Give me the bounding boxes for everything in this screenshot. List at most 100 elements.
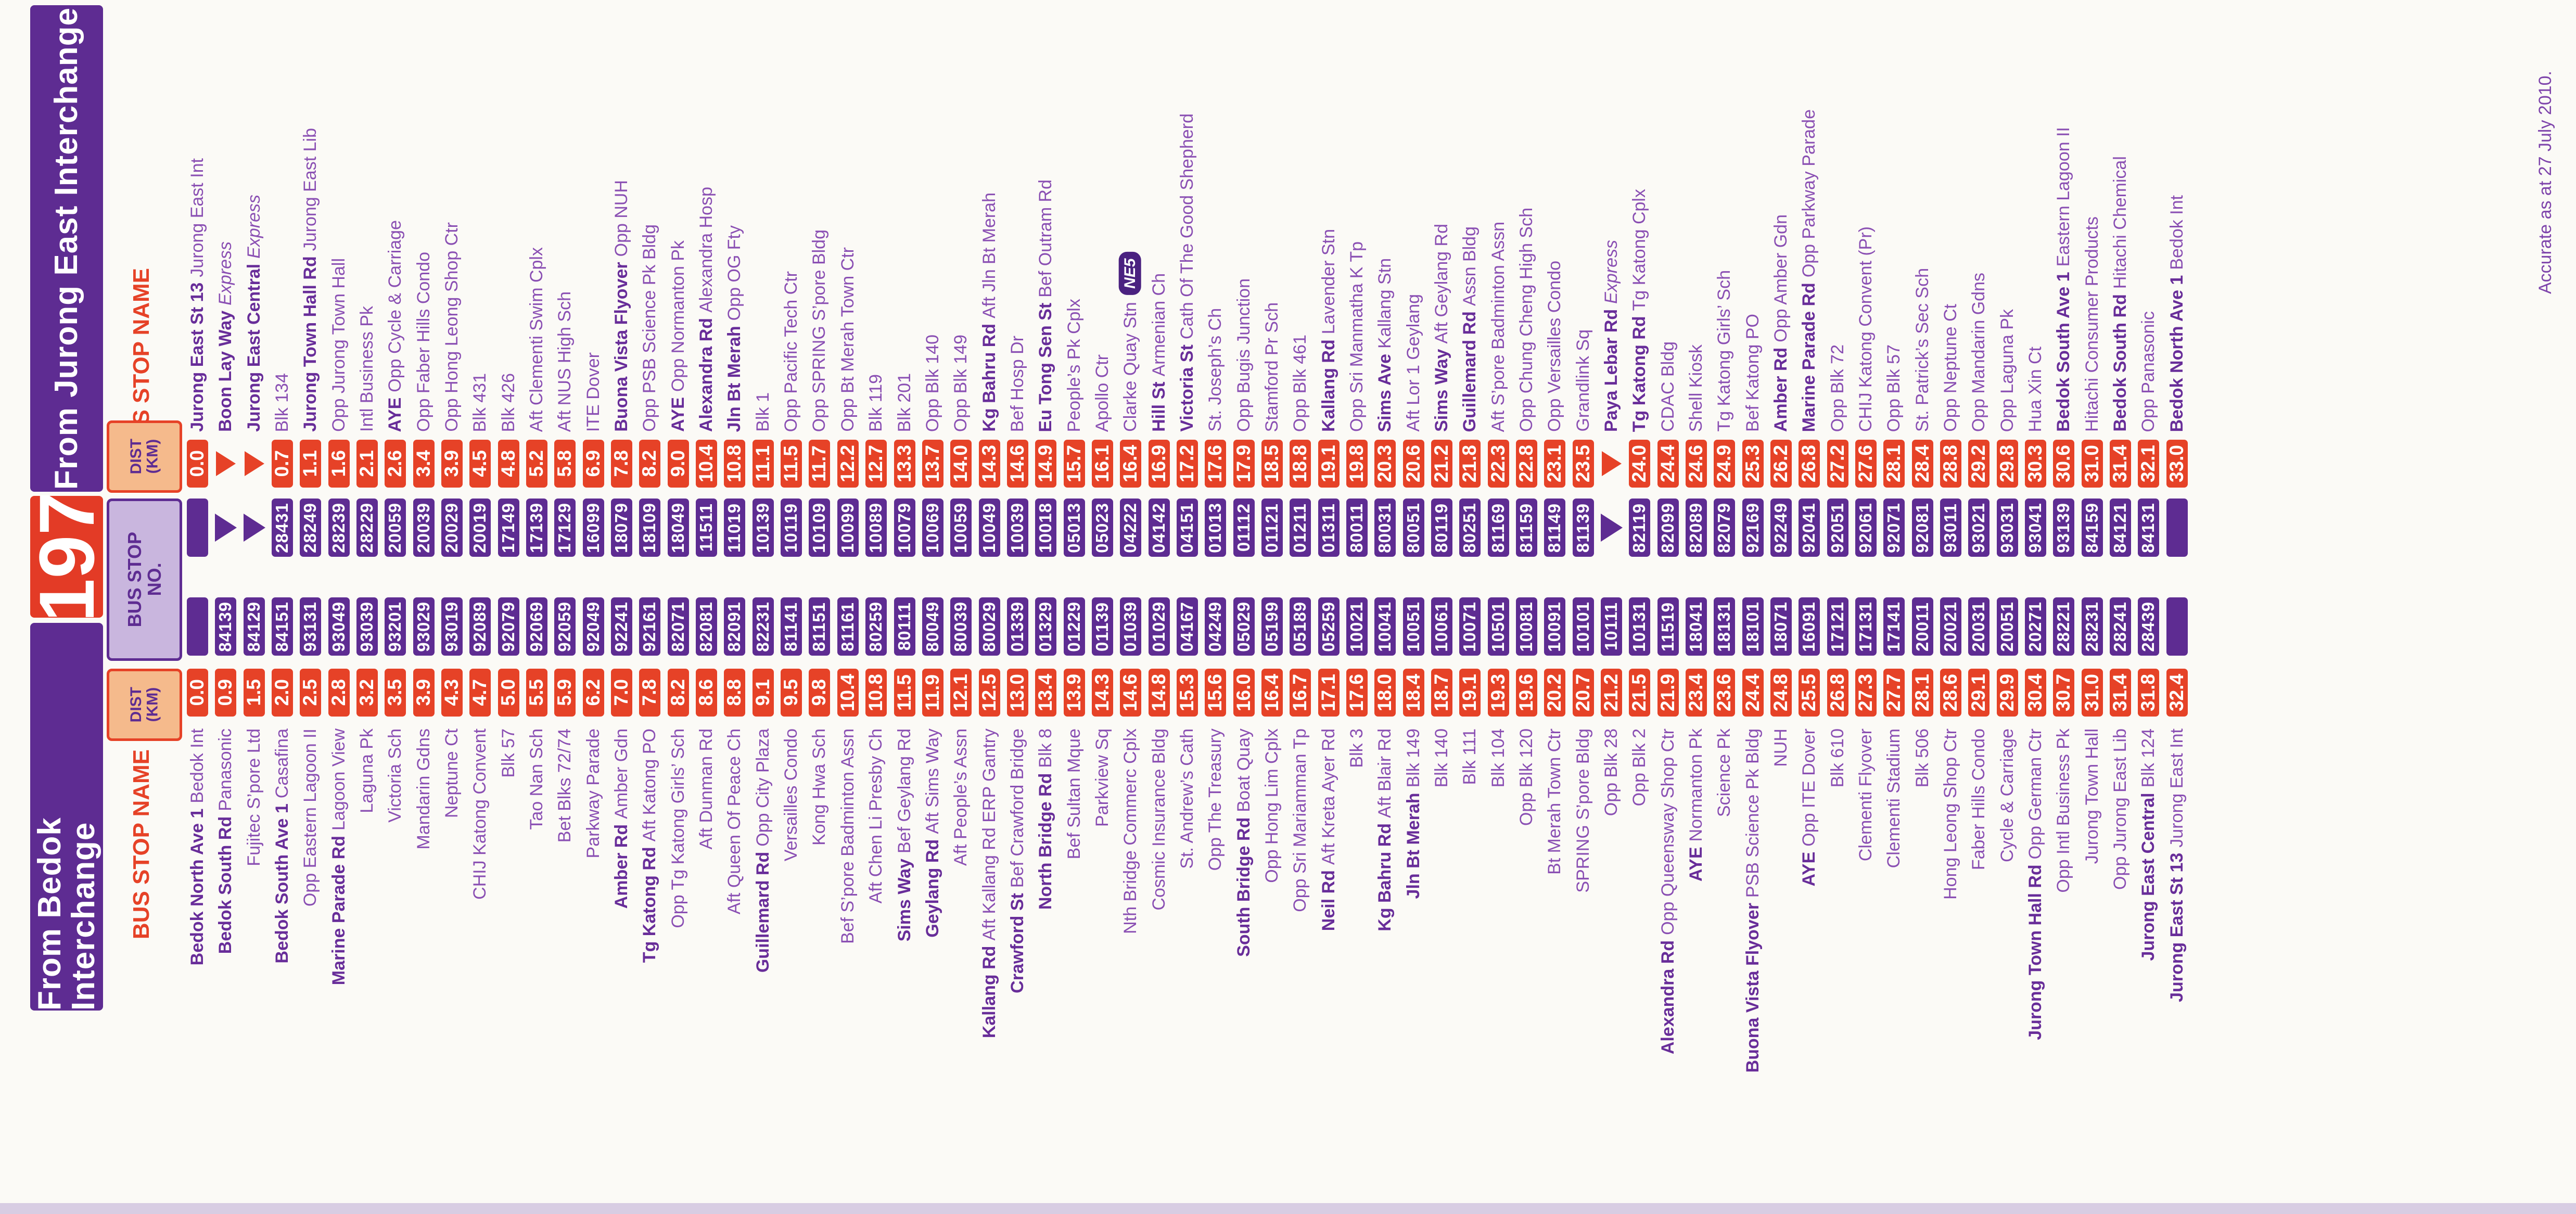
code-cell: 17149 [494, 499, 523, 557]
bus-stop-code-chip: 20019 [469, 499, 491, 557]
bus-stop-name-bed: Guillemard Rd Opp City Plaza [749, 729, 777, 1186]
distance-chip: 23.4 [1685, 669, 1707, 717]
bus-stop-code-chip: 10119 [781, 499, 802, 557]
bus-stop-name-bed: Fujitec S’pore Ltd [240, 729, 269, 1186]
distance-value: 19.1 [1459, 673, 1481, 711]
code-cell: 82119 [1625, 499, 1654, 557]
stop-name: Fujitec S’pore Ltd [244, 729, 264, 866]
code-cell: 10061 [1427, 597, 1456, 656]
distance-value: 17.2 [1176, 444, 1198, 482]
bus-stop-code-chip: 10091 [1544, 597, 1565, 656]
code-cell: 93019 [438, 597, 466, 656]
code-cell: 92049 [579, 597, 608, 656]
stop-column: Sims Way Aft Geylang Rd 21.2 80119 10061 18.7… [1427, 0, 1456, 1214]
stop-name: Opp Blk 461 [1290, 334, 1310, 432]
code-cell: 18079 [607, 499, 636, 557]
bus-stop-name-bed: Opp Intl Business Pk [2049, 729, 2078, 1186]
distance-chip: 6.2 [582, 669, 604, 717]
stop-name: Blk 1 [753, 392, 773, 432]
distance-chip: 28.8 [1940, 440, 1961, 488]
road-name: Bedok South Ave 1 [272, 803, 292, 964]
distance-chip: 10.4 [837, 669, 859, 717]
distance-chip: 14.6 [1006, 440, 1028, 488]
distance-value: 0.0 [186, 679, 208, 706]
bus-stop-code-chip: 81149 [1544, 499, 1565, 557]
bus-stop-name-bed: AYE Normanton Pk [1682, 729, 1711, 1186]
code-cell: 84159 [2078, 499, 2107, 557]
bus-stop-name-bed: NUH [1767, 729, 1795, 1186]
code-cell: 82071 [664, 597, 693, 656]
stop-name: Opp City Plaza [753, 729, 773, 847]
bus-stop-code: 01121 [1262, 503, 1282, 553]
bus-stop-code-chip: 18109 [639, 499, 660, 557]
stop-column: Tg Katong Rd Tg Katong Cplx 24.0 82119 10131… [1625, 0, 1654, 1214]
bus-stop-name-bed: Neil Rd Aft Kreta Ayer Rd [1315, 729, 1343, 1186]
code-cell: 18071 [1767, 597, 1795, 656]
dist-cell: 26.8 [1795, 440, 1823, 488]
bus-stop-code-chip: 10101 [1573, 597, 1594, 656]
stop-column: Alexandra Rd Alexandra Hosp 10.4 11511 82081… [692, 0, 721, 1214]
bus-stop-name-bed: Victoria Sch [381, 729, 410, 1186]
bus-stop-code-chip: 82119 [1629, 499, 1650, 557]
bus-stop-code-chip: 10051 [1403, 597, 1424, 656]
code-cell: 20051 [1993, 597, 2022, 656]
distance-value: 16.1 [1091, 444, 1113, 482]
header-bus-stop-name-bottom: BUS STOP NAME [107, 749, 177, 1041]
distance-value: 8.8 [723, 679, 745, 706]
bus-stop-name-bed: Blk 3 [1343, 729, 1371, 1186]
code-cell: 28249 [296, 499, 325, 557]
distance-value: 14.6 [1006, 444, 1028, 482]
express-arrow-icon [243, 514, 265, 542]
code-cell: 04249 [1201, 597, 1230, 656]
bus-stop-code-chip: 18041 [1686, 597, 1707, 656]
bus-stop-code-chip: 92069 [526, 597, 547, 656]
bus-stop-code: 80251 [1460, 502, 1480, 553]
code-cell: 84121 [2106, 499, 2135, 557]
header-bus-stop-name-bottom-label: BUS STOP NAME [129, 749, 155, 940]
distance-value: 29.9 [1996, 673, 2018, 711]
distance-value: 17.6 [1346, 673, 1368, 711]
bus-stop-code-chip: 92079 [498, 597, 519, 656]
distance-chip: 12.1 [950, 669, 972, 717]
dist-cell: 3.9 [438, 440, 466, 488]
code-cell: 80259 [862, 597, 890, 656]
distance-value: 5.2 [526, 450, 547, 477]
distance-chip: 11.1 [752, 440, 774, 488]
bus-stop-code: 92169 [1743, 502, 1763, 553]
distance-chip: 16.4 [1261, 669, 1283, 717]
distance-chip: 0.7 [271, 440, 293, 488]
stop-name: Bef Katong PO [1742, 314, 1763, 432]
bus-stop-code-chip: 28249 [300, 499, 321, 557]
stop-name: Aft Chen Li Presby Ch [865, 729, 886, 904]
bus-stop-name-jur: Opp Mandarin Gdns [1965, 44, 1993, 432]
bus-stop-code: 10139 [753, 502, 773, 553]
bus-stop-name-jur: Jurong East St 13 Jurong East Int [183, 44, 212, 432]
distance-value: 19.6 [1515, 673, 1537, 711]
stop-name: Opp The Treasury [1205, 729, 1225, 871]
distance-value: 13.9 [1063, 673, 1085, 711]
dist-cell: 1.5 [240, 669, 269, 717]
distance-chip: 31.4 [2109, 440, 2131, 488]
bus-stop-code-chip: 80031 [1374, 499, 1396, 557]
dist-cell: 16.4 [1258, 669, 1286, 717]
dist-cell: 4.3 [438, 669, 466, 717]
interchange-bar [2166, 597, 2188, 656]
road-name: Marine Parade Rd [1799, 282, 1819, 432]
bus-stop-name-bed: Blk 610 [1823, 729, 1852, 1186]
dist-cell: 27.7 [1880, 669, 1908, 717]
bus-stop-code: 92061 [1856, 502, 1876, 553]
code-cell: 92051 [1823, 499, 1852, 557]
distance-value: 11.5 [780, 445, 802, 482]
distance-chip: 30.4 [2024, 669, 2046, 717]
distance-chip: 18.4 [1402, 669, 1424, 717]
distance-value: 3.9 [441, 450, 463, 477]
dist-cell: 9.0 [664, 440, 693, 488]
bus-stop-code: 17139 [527, 502, 546, 553]
bus-stop-name-bed: Bedok South Ave 1 Casafina [268, 729, 297, 1186]
bus-stop-code-chip: 11019 [724, 499, 745, 557]
bus-stop-code-chip: 20039 [413, 499, 435, 557]
distance-value: 21.5 [1628, 673, 1650, 711]
bus-stop-name-bed: Sims Way Bef Geylang Rd [890, 729, 919, 1186]
distance-value: 3.2 [356, 679, 378, 706]
